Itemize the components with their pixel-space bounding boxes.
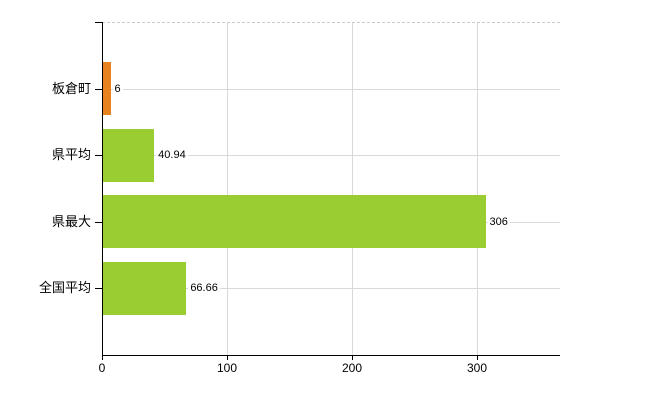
x-axis-line bbox=[102, 355, 560, 356]
bar bbox=[103, 128, 154, 182]
category-label: 県平均 bbox=[51, 147, 91, 163]
bar bbox=[103, 62, 111, 116]
row-gridline bbox=[102, 288, 560, 290]
bar bbox=[103, 261, 186, 315]
x-axis-tick bbox=[477, 356, 478, 360]
x-axis-tick-label: 100 bbox=[216, 361, 238, 375]
row-gridline bbox=[102, 88, 560, 90]
category-label: 板倉町 bbox=[51, 80, 91, 96]
x-gridline bbox=[352, 22, 353, 355]
bar-value-label: 6 bbox=[112, 82, 123, 95]
category-tick bbox=[95, 288, 102, 290]
x-axis-tick-label: 0 bbox=[98, 361, 106, 375]
x-axis-tick bbox=[102, 356, 103, 360]
bar-value-label: 40.94 bbox=[156, 149, 188, 162]
x-axis-tick bbox=[227, 356, 228, 360]
x-axis-tick bbox=[352, 356, 353, 360]
category-tick bbox=[95, 221, 102, 223]
plot-top-border bbox=[102, 22, 560, 23]
x-axis-tick-label: 200 bbox=[341, 361, 363, 375]
category-label: 県最大 bbox=[51, 213, 91, 229]
bar-value-label: 306 bbox=[487, 215, 510, 228]
y-axis-line bbox=[102, 22, 103, 356]
category-tick bbox=[95, 155, 102, 157]
bar bbox=[103, 195, 486, 249]
category-tick bbox=[95, 88, 102, 90]
x-axis-tick-label: 300 bbox=[466, 361, 488, 375]
x-gridline bbox=[227, 22, 228, 355]
bar-value-label: 66.66 bbox=[188, 282, 220, 295]
row-gridline bbox=[102, 155, 560, 157]
axis-top-tick bbox=[95, 22, 102, 23]
x-gridline bbox=[477, 22, 478, 355]
category-label: 全国平均 bbox=[38, 280, 91, 296]
